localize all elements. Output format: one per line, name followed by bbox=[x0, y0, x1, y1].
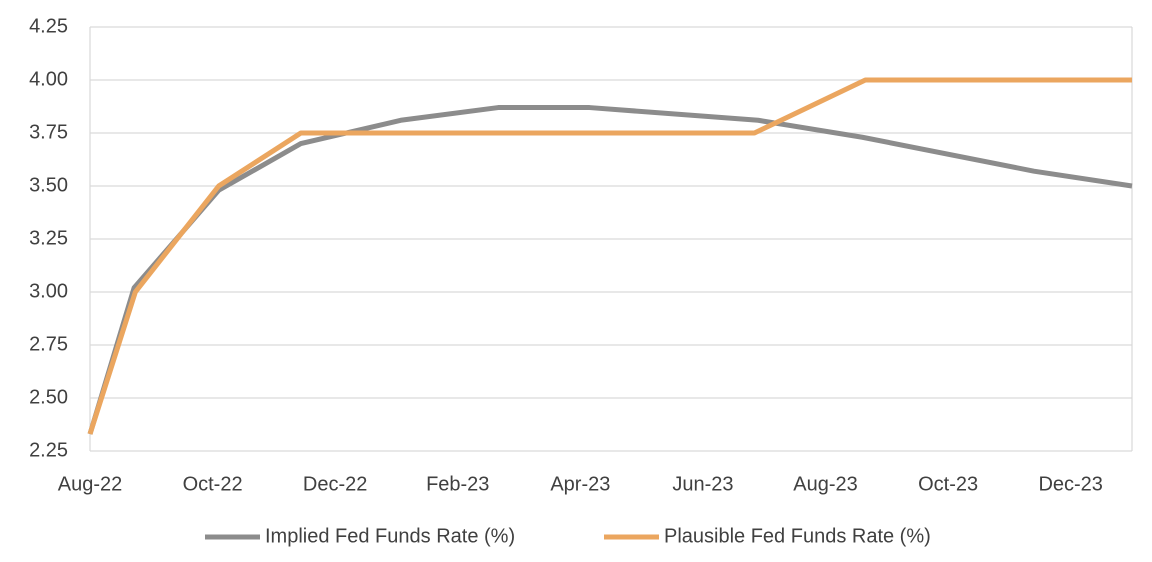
x-tick-label: Dec-22 bbox=[303, 473, 367, 495]
legend-label: Plausible Fed Funds Rate (%) bbox=[664, 525, 931, 547]
y-tick-label: 2.50 bbox=[29, 386, 68, 408]
x-tick-label: Oct-22 bbox=[183, 473, 243, 495]
y-tick-label: 4.25 bbox=[29, 15, 68, 37]
x-tick-label: Aug-23 bbox=[793, 473, 858, 495]
x-tick-label: Apr-23 bbox=[550, 473, 610, 495]
y-tick-label: 3.25 bbox=[29, 227, 68, 249]
y-tick-label: 3.75 bbox=[29, 121, 68, 143]
y-tick-label: 2.25 bbox=[29, 439, 68, 461]
y-tick-label: 3.00 bbox=[29, 280, 68, 302]
legend-label: Implied Fed Funds Rate (%) bbox=[265, 525, 515, 547]
x-tick-label: Aug-22 bbox=[58, 473, 123, 495]
y-tick-label: 2.75 bbox=[29, 333, 68, 355]
x-tick-label: Jun-23 bbox=[672, 473, 733, 495]
x-tick-label: Dec-23 bbox=[1038, 473, 1102, 495]
x-tick-label: Feb-23 bbox=[426, 473, 489, 495]
y-tick-label: 3.50 bbox=[29, 174, 68, 196]
y-tick-label: 4.00 bbox=[29, 68, 68, 90]
series-line bbox=[87, 77, 1132, 435]
series-line bbox=[87, 105, 1133, 435]
x-tick-label: Oct-23 bbox=[918, 473, 978, 495]
